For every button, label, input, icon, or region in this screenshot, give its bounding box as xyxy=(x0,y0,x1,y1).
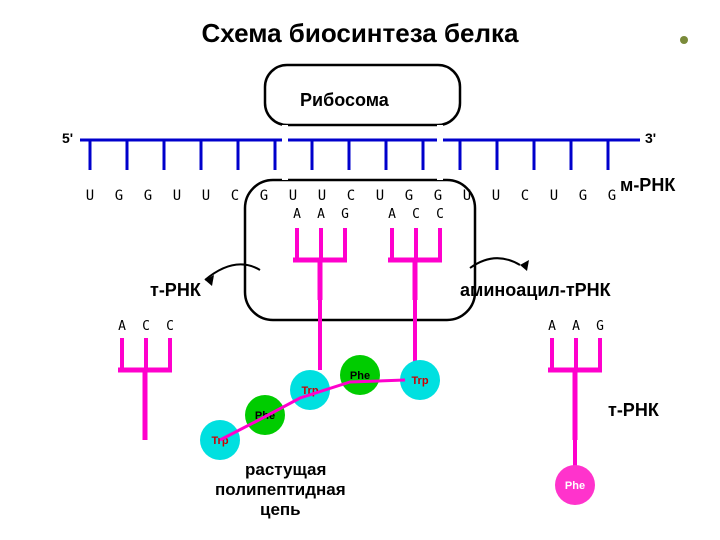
svg-text:C: C xyxy=(142,319,150,334)
svg-text:U: U xyxy=(318,188,326,204)
svg-text:C: C xyxy=(521,188,529,204)
svg-text:G: G xyxy=(434,188,442,204)
svg-text:U: U xyxy=(550,188,558,204)
svg-text:A: A xyxy=(388,207,396,222)
svg-text:G: G xyxy=(260,188,268,204)
svg-text:U: U xyxy=(289,188,297,204)
svg-text:U: U xyxy=(173,188,181,204)
svg-text:U: U xyxy=(492,188,500,204)
svg-text:G: G xyxy=(341,207,349,222)
svg-text:C: C xyxy=(231,188,239,204)
svg-text:G: G xyxy=(405,188,413,204)
svg-text:Phe: Phe xyxy=(565,480,585,492)
svg-text:C: C xyxy=(166,319,174,334)
svg-text:U: U xyxy=(376,188,384,204)
svg-text:C: C xyxy=(436,207,444,222)
svg-text:G: G xyxy=(144,188,152,204)
svg-text:U: U xyxy=(86,188,94,204)
svg-text:A: A xyxy=(572,319,580,334)
svg-text:C: C xyxy=(347,188,355,204)
svg-text:G: G xyxy=(579,188,587,204)
svg-text:A: A xyxy=(293,207,301,222)
diagram-svg: UGGUUCGUUCUGGUUCUGGAAGACCACCAAGTrpPheTrp… xyxy=(0,0,720,540)
svg-text:A: A xyxy=(548,319,556,334)
svg-text:Trp: Trp xyxy=(411,375,428,387)
svg-text:C: C xyxy=(412,207,420,222)
svg-text:A: A xyxy=(118,319,126,334)
svg-text:G: G xyxy=(608,188,616,204)
svg-text:G: G xyxy=(596,319,604,334)
svg-text:U: U xyxy=(202,188,210,204)
svg-text:A: A xyxy=(317,207,325,222)
svg-text:G: G xyxy=(115,188,123,204)
